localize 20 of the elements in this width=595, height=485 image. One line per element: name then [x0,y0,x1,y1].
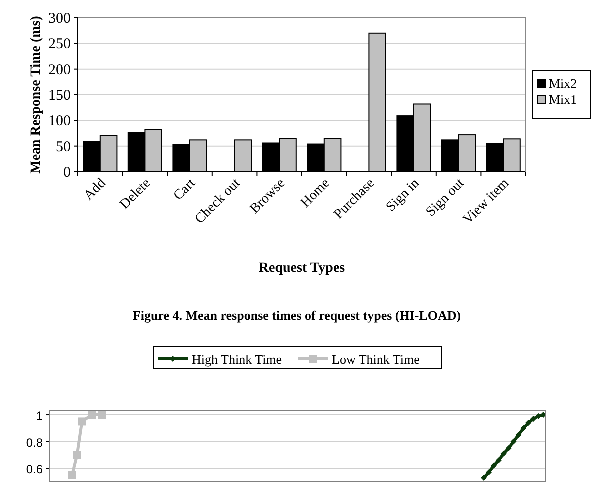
x-axis-title: Request Types [258,261,346,276]
y-tick-label: 200 [48,62,71,78]
legend-label: Mix1 [549,92,578,107]
y-tick-label: 100 [48,114,71,130]
y-tick-label: 250 [48,36,71,53]
x-tick-label: Cart [171,176,199,204]
caption: Figure 4. Mean response times of request types (HI-LOAD) [132,308,462,323]
y-tick-label: 150 [48,88,71,104]
y-tick-label: 0.8 [26,436,44,450]
y-tick-label: 50 [56,139,71,156]
legend-label: Low Think Time [332,352,420,367]
x-tick-label: Sign in [384,176,423,216]
y-axis-title: Mean Response Time (ms) [29,16,44,174]
y-tick-label: 1 [36,409,44,424]
y-tick-label: 0 [64,165,71,181]
y-tick-label: 0.6 [26,462,44,477]
y-tick-label: 300 [48,11,71,27]
x-tick-label: Add [82,176,110,204]
legend-label: High Think Time [192,352,282,367]
legend-label: Mix2 [549,76,578,91]
